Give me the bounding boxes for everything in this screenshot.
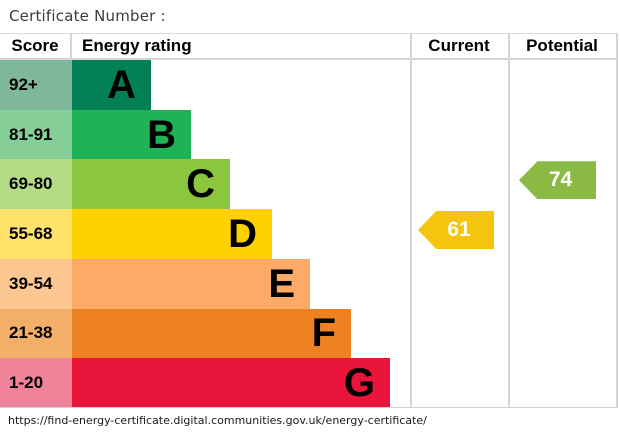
band-row-d: 55-68 D [0,209,618,259]
table-top-border [0,33,618,34]
score-range-f: 21-38 [0,308,72,359]
energy-rating-chart: Score Energy rating Current Potential 92… [0,33,618,409]
band-bar-f: F [72,308,351,359]
band-bar-c: C [72,159,230,210]
header-energy-rating: Energy rating [82,35,192,55]
band-bar-b: B [72,109,191,160]
current-rating-arrow: 61 [418,211,494,249]
score-range-e: 39-54 [0,258,72,309]
band-row-a: 92+ A [0,60,618,110]
certificate-url: https://find-energy-certificate.digital.… [8,414,427,427]
score-range-a: 92+ [0,60,72,110]
potential-rating-value: 74 [548,168,573,192]
band-bar-e: E [72,258,310,309]
score-range-c: 69-80 [0,159,72,210]
band-bar-d: D [72,209,272,259]
header-current: Current [428,35,490,55]
band-row-c: 69-80 C [0,159,618,210]
band-row-b: 81-91 B [0,109,618,160]
score-range-b: 81-91 [0,109,72,160]
score-range-d: 55-68 [0,209,72,259]
potential-rating-arrow: 74 [519,161,596,200]
band-row-g: 1-20 G [0,358,618,409]
band-row-e: 39-54 E [0,258,618,309]
header-score: Score [0,33,72,58]
current-rating-value: 61 [447,218,471,241]
band-bar-g: G [72,358,390,409]
divider-potential-column [508,33,510,408]
header-potential: Potential [526,35,598,55]
band-bar-a: A [72,60,151,110]
table-right-border [616,33,618,408]
chart-header-row: Score Energy rating Current Potential [0,33,618,60]
divider-current-column [410,33,412,408]
table-bottom-border [0,407,618,408]
score-range-g: 1-20 [0,358,72,409]
certificate-number-label: Certificate Number : [9,7,166,25]
rating-bands: 92+ A 81-91 B 69-80 C 55-68 D 39-54 E 21-38 F 1-20 G [0,60,618,409]
band-row-f: 21-38 F [0,308,618,359]
